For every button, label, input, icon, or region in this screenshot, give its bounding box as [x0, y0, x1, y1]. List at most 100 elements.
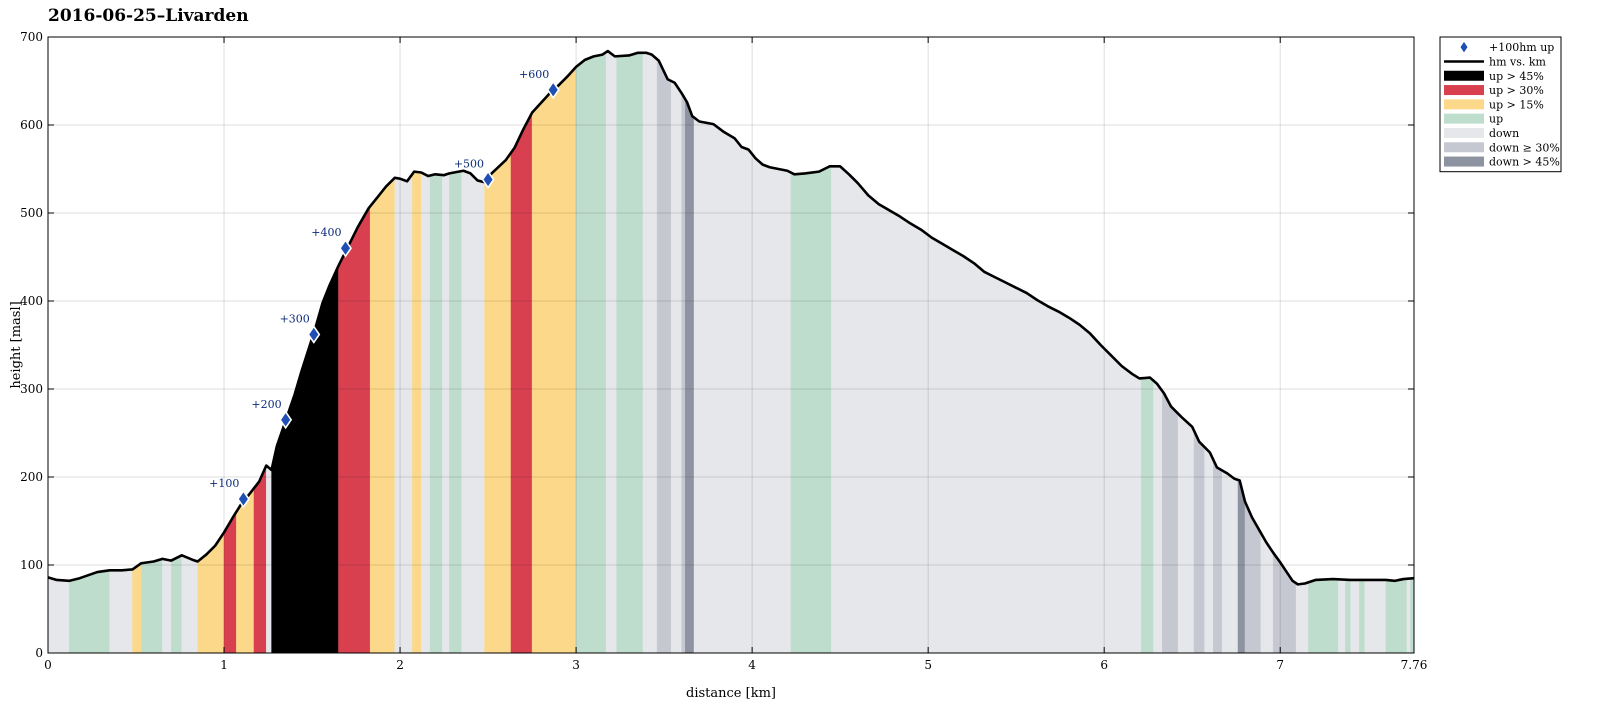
y-tick-label: 400: [20, 294, 43, 308]
chart-title: 2016-06-25–Livarden: [48, 6, 249, 26]
segment-down: [1350, 579, 1360, 654]
x-tick-label: 0: [44, 658, 52, 672]
segment-down: [181, 555, 198, 654]
x-tick-label: 4: [748, 658, 756, 672]
segment-down: [1338, 579, 1346, 654]
segment-up: [171, 554, 182, 654]
segment-down: [162, 558, 172, 654]
y-tick-label: 200: [20, 470, 43, 484]
hm-marker: [339, 238, 352, 258]
segment-down: [461, 170, 485, 654]
axes-box: [47, 36, 1415, 654]
segment-down30: [681, 92, 686, 654]
segment-down: [266, 465, 272, 654]
segment-down30: [1213, 459, 1223, 654]
x-tick-label: 2: [396, 658, 404, 672]
x-tick-label: 6: [1100, 658, 1108, 672]
segment-down30: [1193, 430, 1205, 654]
hm-markers: +100 +200 +300 +400 +500 +600: [209, 68, 560, 509]
hm-marker: [279, 410, 293, 430]
x-tick-label: 3: [572, 658, 580, 672]
segment-down: [47, 577, 70, 654]
legend-label: up: [1489, 113, 1503, 126]
gradient-segments: [47, 50, 1415, 654]
segment-up15: [412, 171, 422, 654]
segment-down: [1295, 582, 1309, 654]
y-tick-label: 100: [20, 558, 43, 572]
segment-up: [449, 170, 462, 654]
legend-swatch-up45: [1444, 70, 1484, 81]
legend-label: up > 45%: [1489, 70, 1544, 83]
hm-marker-label: +500: [454, 158, 484, 171]
segment-down: [442, 173, 450, 654]
y-tick-label: 600: [20, 118, 43, 132]
legend-swatch-down: [1444, 127, 1484, 138]
hm-marker-label: +300: [280, 312, 310, 325]
y-tick-label: 500: [20, 206, 43, 220]
legend-label: down > 45%: [1489, 156, 1560, 169]
legend-swatch-down45: [1444, 156, 1484, 167]
segment-down: [420, 172, 431, 654]
segment-up: [1140, 377, 1154, 654]
segment-down: [1221, 470, 1239, 654]
segment-up30: [338, 205, 371, 654]
y-tick-label: 300: [20, 382, 43, 396]
hm-marker-label: +400: [311, 226, 341, 239]
hm-marker: [307, 325, 321, 344]
segment-down30: [1162, 390, 1179, 654]
segment-down: [693, 117, 792, 654]
segment-up: [1308, 578, 1339, 654]
segment-down: [1204, 446, 1214, 654]
segment-up: [1385, 578, 1408, 654]
legend-swatch-up15: [1444, 99, 1484, 110]
segment-up: [1359, 579, 1365, 654]
legend-swatch-down30: [1444, 142, 1484, 153]
segment-up: [429, 174, 443, 654]
segment-up: [68, 570, 110, 654]
hm-marker: [236, 489, 250, 509]
x-tick-label: 7.76: [1401, 658, 1428, 672]
legend-swatch-up: [1444, 113, 1484, 124]
segment-up: [575, 51, 607, 654]
segment-down45: [685, 98, 695, 654]
legend-label: down: [1489, 127, 1519, 140]
legend-label: +100hm up: [1489, 41, 1554, 54]
segment-down: [605, 50, 617, 654]
segment-up15: [236, 487, 255, 654]
legend-swatch-up30: [1444, 85, 1484, 96]
y-tick-label: 700: [20, 30, 43, 44]
segment-down: [394, 173, 413, 654]
segment-down30: [1244, 501, 1262, 654]
segment-down30: [656, 58, 672, 654]
axes: 0 1 2 3 4 5 6 7 7.76 0 100 200 300 400 500 600 700: [20, 30, 1427, 672]
segment-down: [109, 569, 133, 654]
segment-down: [831, 166, 1142, 654]
x-axis-label: distance [km]: [686, 686, 776, 701]
legend-label: up > 15%: [1489, 98, 1544, 111]
legend-label: hm vs. km: [1489, 55, 1547, 68]
segment-up15: [484, 152, 512, 654]
segment-down: [1406, 578, 1411, 654]
segment-down: [1364, 579, 1387, 654]
legend-swatch-marker: [1459, 40, 1469, 54]
legend-label: up > 30%: [1489, 84, 1544, 97]
segment-up15: [369, 177, 395, 654]
segment-up: [1410, 577, 1415, 654]
hm-marker: [481, 170, 495, 189]
segment-up15: [132, 562, 142, 654]
segment-up: [616, 52, 644, 654]
segment-up: [1345, 579, 1351, 654]
x-tick-label: 7: [1276, 658, 1284, 672]
segment-up: [790, 166, 832, 654]
segment-up30: [253, 465, 267, 654]
legend-label: down ≥ 30%: [1489, 141, 1560, 154]
y-tick-label: 0: [35, 646, 43, 660]
segment-down: [642, 52, 658, 654]
segment-down: [670, 80, 682, 654]
hm-marker-label: +600: [519, 68, 549, 81]
x-tick-label: 5: [924, 658, 932, 672]
segment-down: [1153, 380, 1163, 654]
segment-up30: [510, 112, 533, 654]
